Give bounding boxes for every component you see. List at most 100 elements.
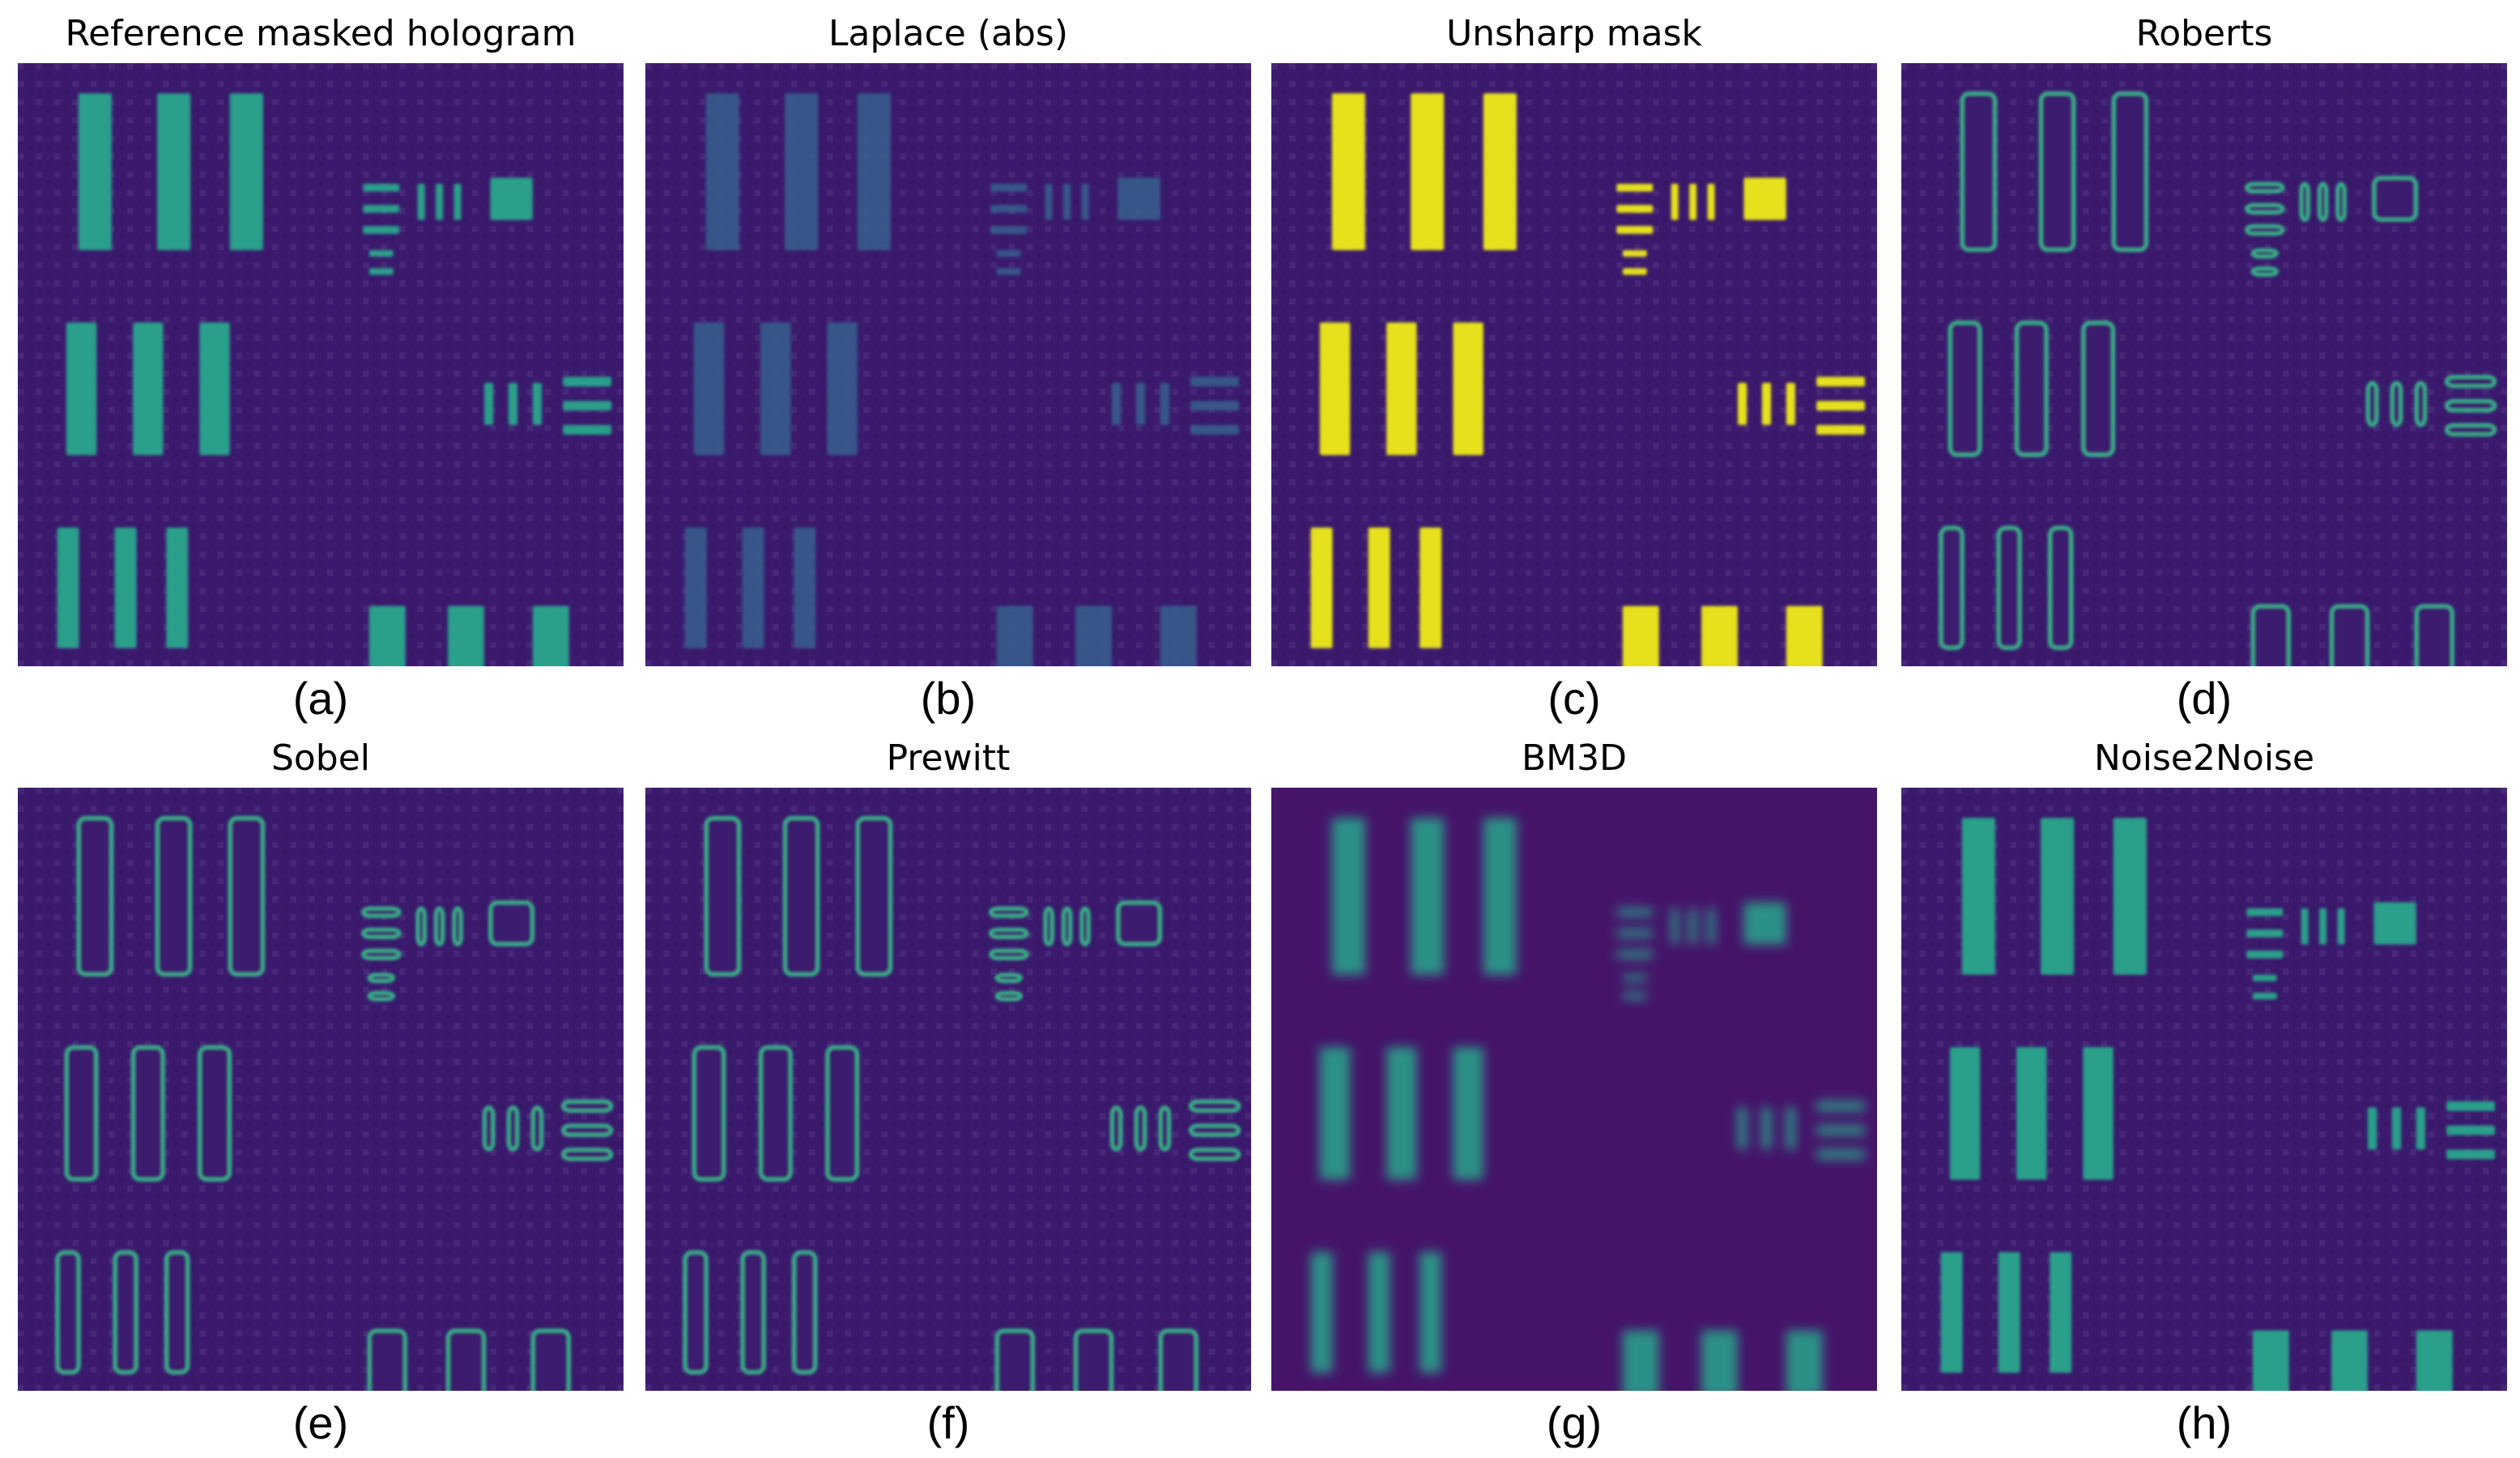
target-bar <box>2016 1047 2047 1180</box>
target-bar <box>1939 525 1964 650</box>
panel-label: (d) <box>2176 673 2233 724</box>
target-square <box>1117 177 1160 220</box>
target-bar <box>989 927 1029 939</box>
target-bar <box>1961 818 1995 975</box>
target-bar <box>1816 401 1866 411</box>
target-bar <box>363 226 400 234</box>
target-bar <box>2335 181 2347 222</box>
panel-b: Laplace (abs) (b) <box>645 13 1251 724</box>
target-bar <box>996 268 1021 275</box>
target-bar <box>1616 226 1654 234</box>
panel-title: Roberts <box>2135 13 2273 54</box>
target-bar <box>990 226 1028 234</box>
target-bar <box>1616 184 1654 192</box>
target-bar <box>1616 205 1654 213</box>
target-bar <box>415 906 427 946</box>
target-square <box>490 177 533 220</box>
target-bar <box>560 1123 614 1137</box>
target-bar <box>1190 376 1240 387</box>
target-bar <box>857 93 891 250</box>
target-bar <box>1483 93 1517 250</box>
target-bar <box>794 527 816 648</box>
target-bar <box>563 376 612 387</box>
target-bar <box>367 1328 407 1391</box>
hologram-image <box>18 63 624 666</box>
panel-title: Noise2Noise <box>2093 738 2315 779</box>
target-bar <box>2444 398 2497 413</box>
target-bar <box>693 322 725 456</box>
target-bar <box>563 425 612 435</box>
panel-label: (a) <box>292 673 349 724</box>
target-bar <box>113 1250 138 1375</box>
panel-h: Noise2Noise (h) <box>1901 738 2507 1448</box>
target-bar <box>990 205 1028 213</box>
target-bar <box>2414 380 2428 427</box>
target-bar <box>2331 1330 2368 1391</box>
target-square <box>1743 177 1786 220</box>
target-bar <box>2365 380 2379 427</box>
target-bar <box>1786 1330 1823 1391</box>
target-bar <box>792 1250 818 1375</box>
target-bar <box>1368 1252 1390 1373</box>
target-bar <box>2446 1150 2496 1159</box>
target-bar <box>1160 606 1197 666</box>
target-bar <box>1386 1047 1417 1180</box>
target-bar <box>2245 202 2285 215</box>
target-bar <box>2245 181 2285 193</box>
panel-a: Reference masked hologram (a) <box>18 13 624 724</box>
hologram-image <box>645 63 1251 666</box>
target-bar <box>1310 527 1333 648</box>
hologram-image-svg <box>645 788 1251 1391</box>
target-bar <box>1816 1101 1866 1112</box>
panel-label: (h) <box>2176 1397 2233 1448</box>
target-bar <box>1331 818 1365 975</box>
target-bar <box>1043 906 1054 946</box>
target-bar <box>1622 993 1647 1000</box>
target-bar <box>1737 1107 1747 1150</box>
target-bar <box>1188 1147 1241 1162</box>
target-bar <box>2301 908 2309 945</box>
target-bar <box>57 527 79 648</box>
hologram-image-svg <box>1271 63 1877 666</box>
panel-label: (b) <box>920 673 977 724</box>
target-bar <box>1616 950 1654 959</box>
target-bar <box>2337 908 2345 945</box>
target-bar <box>368 606 406 666</box>
target-bar <box>1940 1252 1963 1373</box>
target-bar <box>199 322 230 456</box>
panel-title: BM3D <box>1521 738 1628 779</box>
target-bar <box>2081 321 2116 457</box>
target-bar <box>989 948 1029 961</box>
target-bar <box>1622 268 1647 275</box>
hologram-image-svg <box>645 63 1251 666</box>
target-bar <box>1158 1328 1198 1391</box>
target-bar <box>1761 382 1772 425</box>
target-bar <box>2246 908 2284 916</box>
target-bar <box>433 906 445 946</box>
panel-title: Reference masked hologram <box>65 13 577 54</box>
target-bar <box>368 249 394 257</box>
target-bar <box>2111 91 2149 253</box>
target-bar <box>742 527 764 648</box>
hologram-image <box>645 788 1251 1391</box>
target-bar <box>1761 1107 1772 1150</box>
target-bar <box>825 1045 860 1182</box>
target-bar <box>2446 1101 2496 1112</box>
hologram-image <box>1901 63 2507 666</box>
target-bar <box>1616 929 1654 937</box>
target-bar <box>1483 818 1517 975</box>
target-bar <box>1701 1330 1738 1391</box>
target-bar <box>367 991 396 1001</box>
target-bar <box>1671 184 1679 220</box>
target-bar <box>228 816 266 977</box>
target-bar <box>133 322 164 456</box>
target-bar <box>760 322 791 456</box>
target-bar <box>2446 1125 2496 1136</box>
panel-title: Sobel <box>270 738 371 779</box>
target-bar <box>1786 382 1796 425</box>
target-bar <box>1786 606 1823 666</box>
hologram-image-svg <box>18 63 624 666</box>
target-bar <box>1331 93 1365 250</box>
target-bar <box>1707 184 1715 220</box>
target-bar <box>996 249 1021 257</box>
